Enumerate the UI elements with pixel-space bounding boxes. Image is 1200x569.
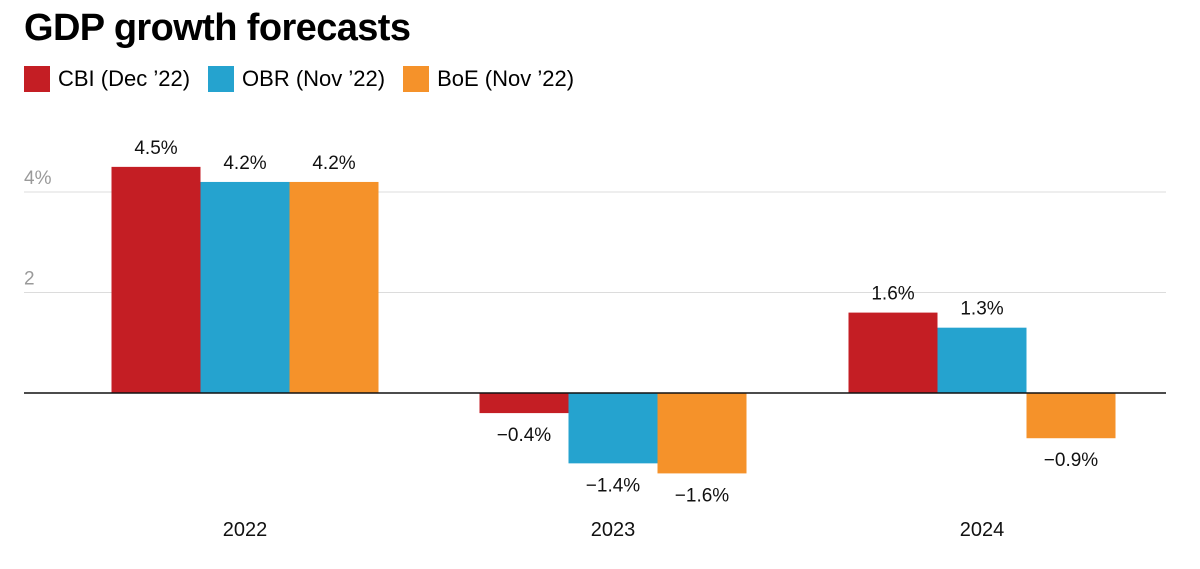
data-label-2024-series-2: −0.9%: [1044, 450, 1099, 471]
legend-item-obr: OBR (Nov ’22): [208, 66, 385, 92]
bar-2023-series-2: [657, 393, 747, 474]
y-tick-label-2: 2: [24, 269, 35, 290]
legend: CBI (Dec ’22) OBR (Nov ’22) BoE (Nov ’22…: [24, 66, 574, 92]
data-label-2024-series-0: 1.6%: [871, 284, 914, 305]
legend-swatch-cbi: [24, 66, 50, 92]
y-tick-label-4: 4%: [24, 168, 52, 189]
bar-2023-series-0: [479, 393, 569, 414]
chart-title: GDP growth forecasts: [24, 7, 411, 49]
data-label-2022-series-0: 4.5%: [134, 138, 177, 159]
x-tick-label-2024: 2024: [960, 519, 1005, 541]
data-label-2024-series-1: 1.3%: [960, 299, 1003, 320]
x-tick-label-2022: 2022: [223, 519, 268, 541]
data-label-2022-series-1: 4.2%: [223, 153, 266, 174]
bar-2023-series-1: [568, 393, 658, 464]
legend-label-boe: BoE (Nov ’22): [437, 66, 575, 91]
legend-swatch-boe: [403, 66, 430, 92]
bar-2022-series-1: [200, 181, 290, 393]
x-tick-label-2023: 2023: [591, 519, 636, 541]
data-label-2023-series-0: −0.4%: [497, 425, 552, 446]
data-labels: 4.5% 4.2% 4.2% −0.4% −1.4% −1.6% 1.6% 1.3% −0.9%: [134, 138, 1098, 507]
bars: [111, 166, 1116, 474]
bar-2024-series-0: [848, 312, 938, 393]
legend-label-cbi: CBI (Dec ’22): [58, 66, 191, 91]
bar-2022-series-0: [111, 166, 201, 393]
legend-item-boe: BoE (Nov ’22): [403, 66, 574, 92]
legend-swatch-obr: [208, 66, 235, 92]
legend-item-cbi: CBI (Dec ’22): [24, 66, 190, 92]
bar-2022-series-2: [289, 181, 379, 393]
data-label-2022-series-2: 4.2%: [312, 153, 355, 174]
data-label-2023-series-2: −1.6%: [675, 485, 730, 506]
legend-label-obr: OBR (Nov ’22): [242, 66, 386, 91]
axes: 4% 2 2022 2023 2024: [24, 168, 1166, 541]
data-label-2023-series-1: −1.4%: [586, 475, 641, 496]
bar-2024-series-1: [937, 327, 1027, 393]
bar-2024-series-2: [1026, 393, 1116, 439]
